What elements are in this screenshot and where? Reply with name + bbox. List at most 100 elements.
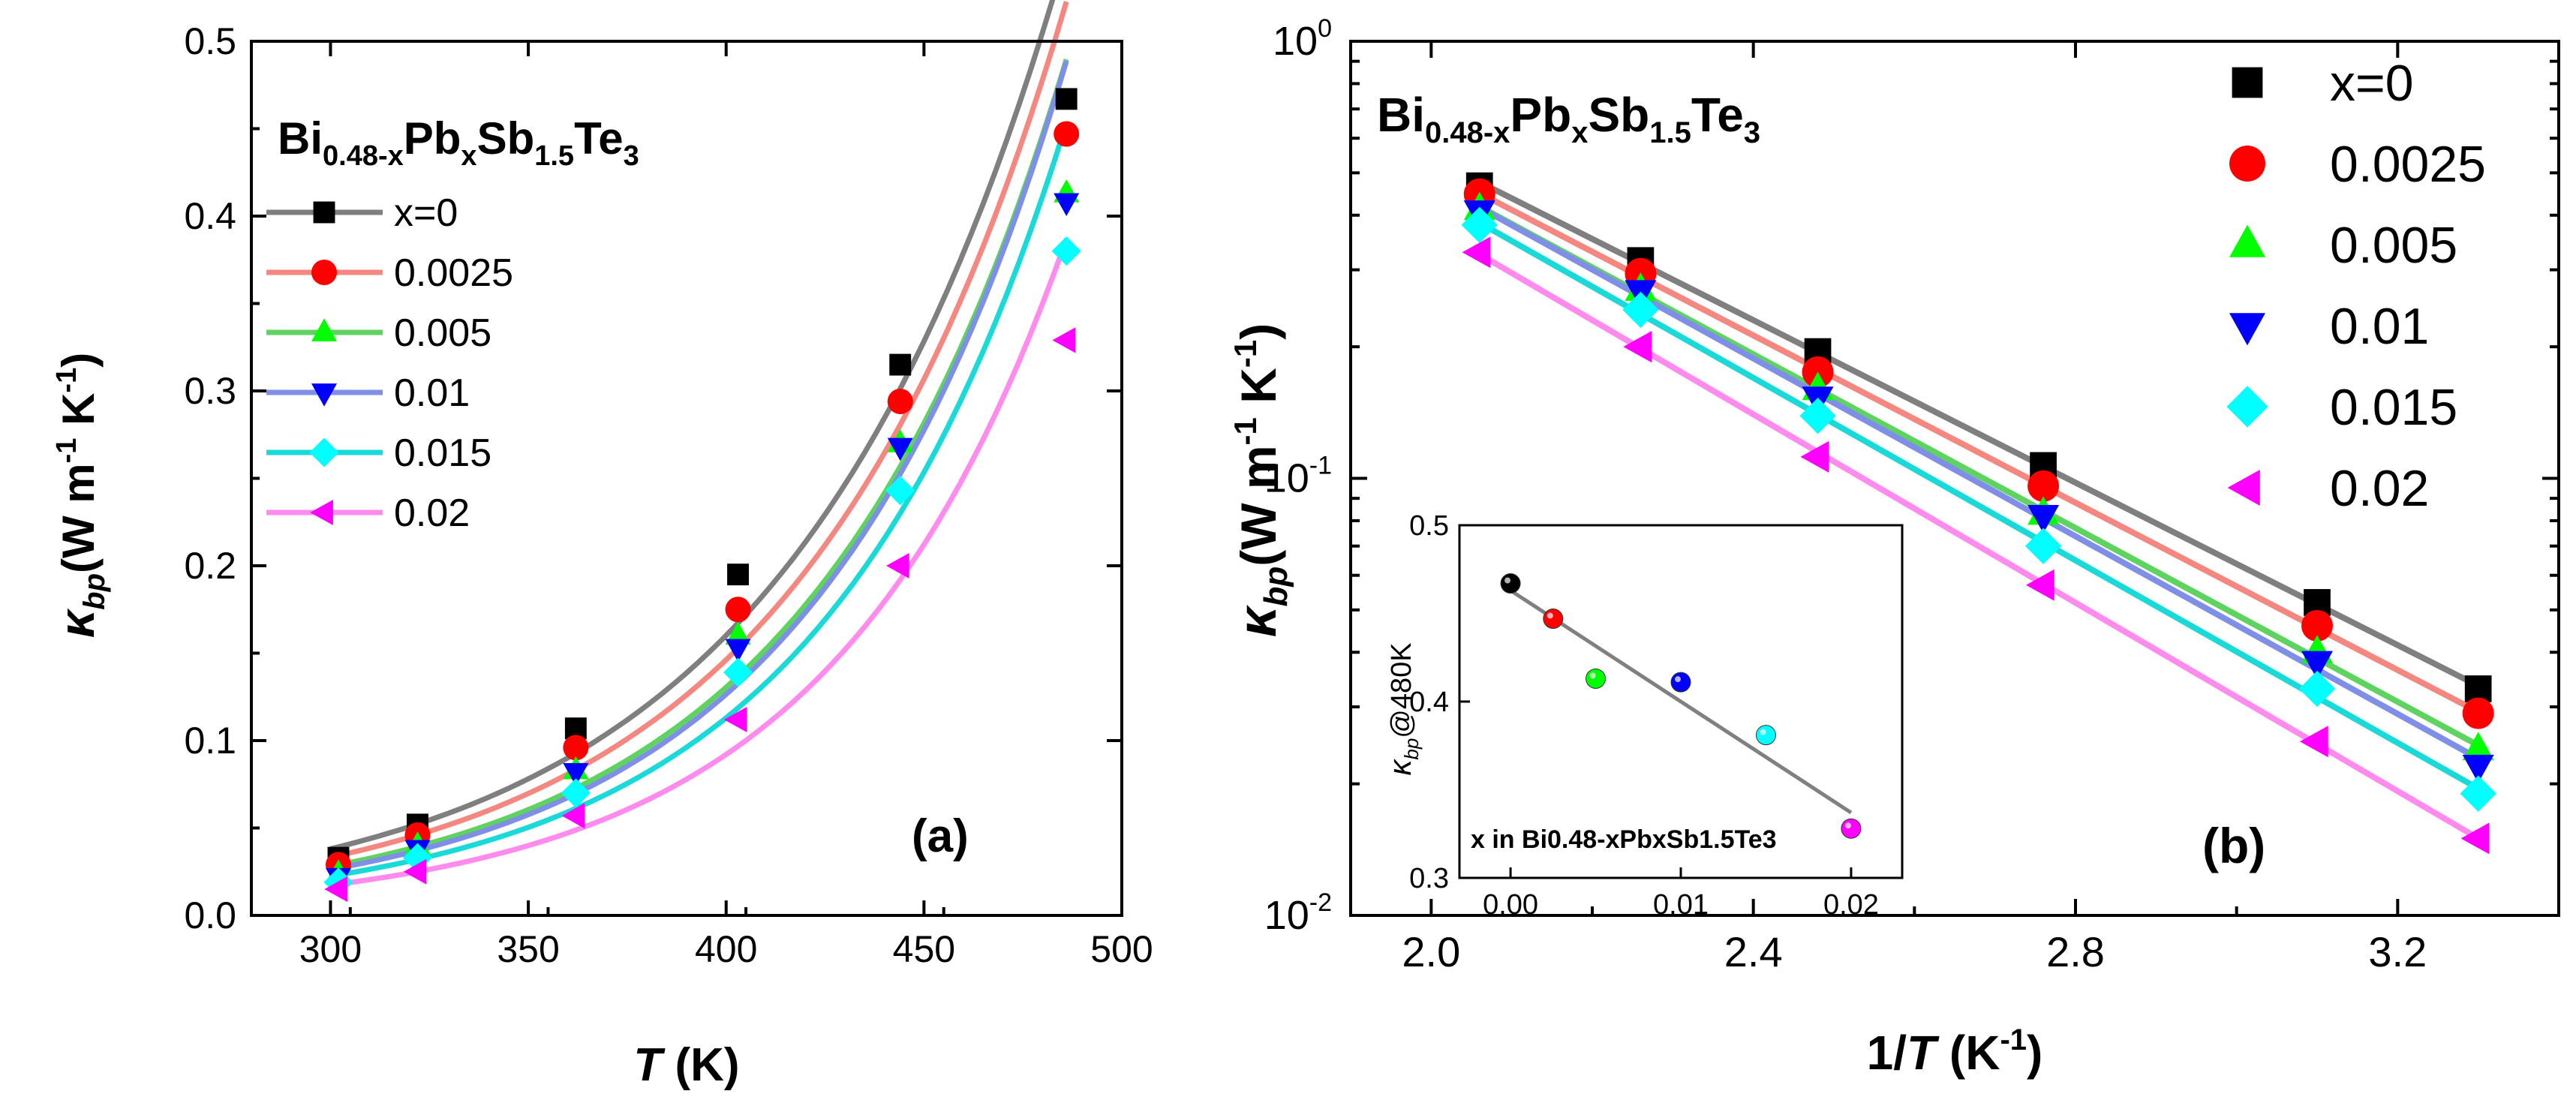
- legend-marker: [2229, 313, 2265, 346]
- legend-label: 0.0025: [394, 251, 513, 295]
- fit-curve: [330, 238, 1069, 888]
- legend-label: 0.02: [394, 491, 470, 535]
- panel-a-ylabel: κbp(W m-1 K-1): [49, 353, 111, 638]
- inset-xlabel: x in Bi0.48-xPbxSb1.5Te3: [1471, 825, 1777, 854]
- inset-point: [1543, 609, 1564, 630]
- x-tick-label: 300: [299, 928, 362, 970]
- legend-label: x=0: [394, 191, 458, 235]
- inset-x-tick-label: 0.00: [1483, 889, 1538, 921]
- data-point: [561, 778, 591, 808]
- data-point: [2462, 732, 2494, 761]
- panel-b: 2.0 2.4 2.8 3.2 10-2 10-1 100 Bi0.48-xPbxSb1.5…: [1228, 14, 2560, 1080]
- data-point: [887, 388, 913, 414]
- data-point: [403, 858, 427, 885]
- inset-fit-line: [1509, 588, 1853, 815]
- data-point: [1052, 327, 1076, 353]
- panel-b-label: (b): [2202, 818, 2265, 873]
- legend-marker: [2229, 146, 2265, 182]
- legend-marker: [311, 318, 337, 341]
- x-tick-label: 3.2: [2368, 928, 2427, 975]
- panel-b-ylabel: κbp(W m-1 K-1): [1228, 323, 1294, 638]
- data-point: [889, 353, 912, 376]
- data-point: [723, 707, 747, 733]
- y-tick-label: 0.1: [184, 720, 236, 762]
- legend-label: 0.01: [394, 371, 470, 415]
- data-point: [2460, 822, 2490, 855]
- panel-a-ticks: 300 350 400 450 500 0.0 0.1 0.2 0.3 0.4 0.5: [184, 20, 1153, 970]
- x-tick-label: 2.4: [1724, 928, 1783, 975]
- data-point: [2027, 505, 2060, 533]
- data-point: [1622, 291, 1659, 329]
- panel-b-title: Bi0.48-xPbxSb1.5Te3: [1377, 88, 1760, 149]
- y-tick-label: 0.4: [184, 195, 236, 237]
- data-point: [887, 437, 913, 461]
- inset-point-highlight: [1589, 672, 1596, 679]
- inset-point-highlight: [1844, 822, 1851, 829]
- y-tick-label: 10-2: [1264, 888, 1332, 938]
- fit-curve: [329, 122, 1069, 879]
- data-point: [2027, 470, 2060, 502]
- inset-point-highlight: [1504, 577, 1511, 584]
- inset-point: [1500, 573, 1521, 594]
- inset-y-tick-label: 0.4: [1409, 687, 1449, 718]
- x-tick-label: 350: [497, 928, 559, 970]
- panel-b-xlabel: 1/T (K-1): [1867, 1023, 2043, 1080]
- inset-x-tick-label: 0.01: [1653, 889, 1709, 921]
- x-tick-label: 2.0: [1402, 928, 1460, 975]
- inset-y-tick-label: 0.3: [1409, 863, 1449, 894]
- legend-marker: [2226, 386, 2268, 428]
- data-point: [1461, 206, 1498, 243]
- data-point: [2299, 726, 2328, 758]
- data-point: [563, 735, 589, 761]
- data-point: [563, 763, 589, 786]
- panel-a: 300 350 400 450 500 0.0 0.1 0.2 0.3 0.4 0.5 Bi0.48…: [49, 0, 1153, 1091]
- x-tick-label: 500: [1090, 928, 1153, 970]
- data-point: [2025, 569, 2054, 601]
- legend-label: 0.0025: [2330, 136, 2486, 193]
- inset-point: [1670, 672, 1691, 693]
- data-point: [1799, 398, 1836, 434]
- data-point: [725, 639, 751, 663]
- data-point: [885, 476, 915, 506]
- data-point: [2301, 609, 2333, 642]
- data-point: [725, 621, 751, 645]
- legend-marker: [2229, 224, 2265, 257]
- inset-chart: 0.00 0.01 0.02 0.3 0.4 0.5 x in Bi0.48-xPbxSb…: [1382, 510, 1904, 921]
- inset-marks: [1500, 573, 1862, 839]
- data-point: [1623, 331, 1652, 363]
- x-tick-label: 450: [893, 928, 955, 970]
- legend-label: 0.005: [2330, 217, 2457, 274]
- x-tick-label: 400: [695, 928, 757, 970]
- panel-b-series: [1461, 172, 2496, 855]
- fit-curve: [329, 0, 1056, 852]
- legend-label: 0.015: [394, 431, 491, 475]
- data-point: [1054, 193, 1080, 217]
- inset-point-highlight: [1675, 676, 1681, 683]
- data-point: [2298, 670, 2336, 708]
- y-tick-label: 100: [1273, 14, 1332, 64]
- x-tick-label: 2.8: [2046, 928, 2105, 975]
- legend-marker: [313, 201, 335, 224]
- inset-ylabel: κbp@480K: [1382, 642, 1423, 775]
- data-point: [723, 657, 753, 687]
- legend-marker: [309, 437, 339, 467]
- panel-a-frame: [250, 40, 1123, 917]
- panel-b-ticks: 2.0 2.4 2.8 3.2 10-2 10-1 100: [1264, 14, 2559, 975]
- legend-label: 0.02: [2330, 460, 2429, 517]
- panel-a-title: Bi0.48-xPbxSb1.5Te3: [278, 113, 639, 172]
- data-point: [2301, 651, 2333, 680]
- inset-x-tick-label: 0.02: [1823, 889, 1879, 921]
- y-tick-label: 0.5: [184, 20, 236, 62]
- data-point: [2462, 697, 2494, 729]
- data-point: [324, 876, 347, 903]
- legend-marker: [311, 260, 337, 285]
- inset-point-highlight: [1547, 612, 1553, 619]
- fit-curve: [329, 59, 1069, 870]
- inset-point: [1841, 818, 1862, 839]
- inset-ticks: 0.00 0.01 0.02 0.3 0.4 0.5: [1409, 510, 1879, 921]
- data-point: [1800, 440, 1829, 473]
- legend-marker: [2232, 67, 2263, 98]
- y-tick-label: 0.0: [184, 894, 236, 936]
- fit-curve: [329, 1, 1069, 860]
